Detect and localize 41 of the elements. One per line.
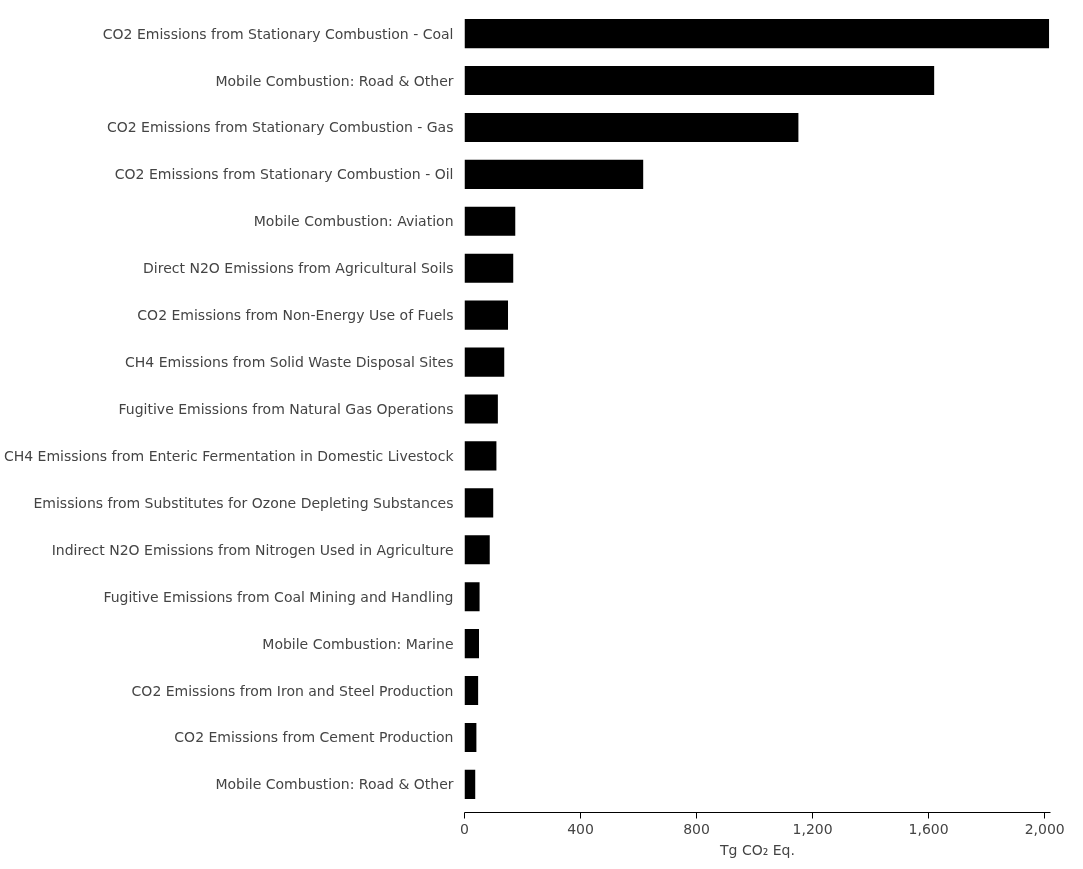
bar — [464, 582, 480, 612]
bar — [464, 253, 514, 283]
x-tick-label: 1,600 — [908, 820, 949, 837]
y-tick-label: Mobile Combustion: Road & Other — [215, 72, 454, 89]
y-tick-label: CH4 Emissions from Enteric Fermentation in Domestic Livestock — [3, 447, 455, 464]
bar — [464, 300, 509, 330]
x-tick-label: 800 — [683, 820, 710, 837]
y-tick-label: Emissions from Substitutes for Ozone Depleting Substances — [33, 494, 454, 511]
y-tick-label: Fugitive Emissions from Coal Mining and Handling — [103, 588, 454, 605]
bar — [464, 206, 516, 236]
bar — [464, 112, 799, 143]
bar — [464, 629, 479, 659]
x-tick-label: 400 — [567, 820, 594, 837]
y-tick-label: CO2 Emissions from Stationary Combustion - Coal — [102, 25, 454, 42]
y-tick-label: Direct N2O Emissions from Agricultural Soils — [143, 260, 454, 277]
y-tick-label: Fugitive Emissions from Natural Gas Operations — [118, 401, 454, 417]
bar — [464, 488, 494, 518]
bar — [464, 347, 505, 377]
bar — [464, 441, 497, 471]
bar — [464, 394, 498, 424]
y-tick-label: CO2 Emissions from Cement Production — [174, 729, 454, 746]
y-tick-label: Mobile Combustion: Aviation — [253, 213, 454, 230]
x-tick-label: 2,000 — [1024, 820, 1065, 837]
y-tick-label: CO2 Emissions from Iron and Steel Production — [131, 682, 454, 699]
y-tick-label: Mobile Combustion: Road & Other — [215, 776, 454, 793]
bar — [464, 66, 935, 96]
bar — [464, 675, 479, 706]
y-tick-label: CO2 Emissions from Stationary Combustion - Oil — [114, 166, 454, 183]
x-tick-label: 0 — [460, 820, 469, 837]
bar — [464, 722, 477, 752]
bar — [464, 535, 490, 565]
x-axis-title: Tg CO₂ Eq. — [719, 841, 795, 858]
bar — [464, 769, 476, 799]
y-tick-label: Indirect N2O Emissions from Nitrogen Used in Agriculture — [51, 541, 454, 558]
bar — [464, 159, 644, 189]
y-tick-label: CO2 Emissions from Non-Energy Use of Fuels — [137, 307, 454, 324]
x-tick-label: 1,200 — [792, 820, 833, 837]
y-tick-label: CO2 Emissions from Stationary Combustion - Gas — [106, 119, 454, 136]
bar — [464, 19, 1050, 49]
y-tick-label: Mobile Combustion: Marine — [262, 635, 454, 652]
y-tick-label: CH4 Emissions from Solid Waste Disposal Sites — [125, 354, 454, 371]
